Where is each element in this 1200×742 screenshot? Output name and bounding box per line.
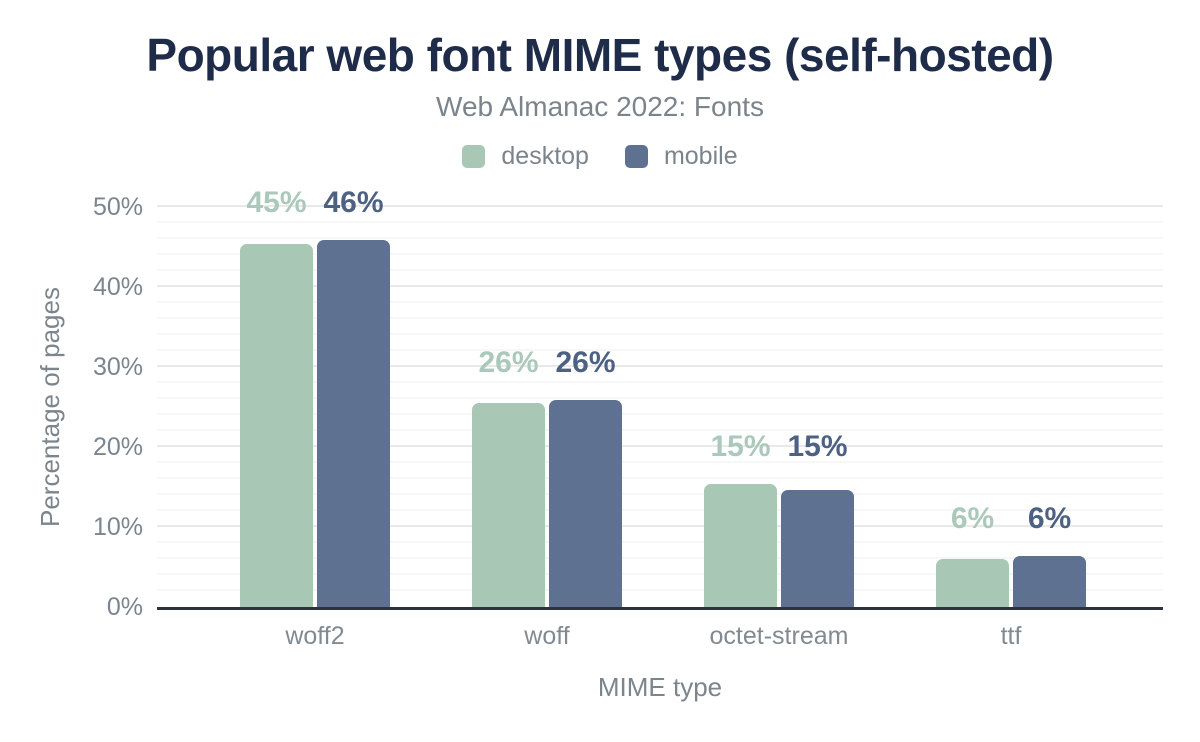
legend-swatch-desktop-icon — [462, 145, 486, 168]
legend-label-desktop: desktop — [501, 142, 589, 170]
plot-area: 45% 46% woff2 26% 26% woff 15% 15% octet-stream 6… — [157, 186, 1163, 650]
gridline-major — [157, 365, 1163, 367]
y-axis-tick-label: 50% — [92, 193, 143, 221]
legend-label-mobile: mobile — [663, 142, 738, 170]
bar-group-octet-stream: 15% 15% octet-stream — [663, 207, 895, 650]
x-axis-category-label-octet-stream: octet-stream — [709, 622, 849, 650]
bar-desktop-ttf[interactable]: 6% — [936, 502, 1009, 607]
bar-group-woff: 26% 26% woff — [431, 207, 663, 650]
gridline-major — [157, 205, 1163, 207]
bar-value-label-mobile-ttf: 6% — [1027, 501, 1072, 535]
gridline-minor — [157, 541, 1163, 543]
bar-mobile-woff2[interactable]: 46% — [317, 186, 390, 607]
gridline-minor — [157, 413, 1163, 415]
y-axis-tick-label: 10% — [92, 513, 143, 541]
gridline-minor — [157, 557, 1163, 559]
gridline-minor — [157, 237, 1163, 239]
gridline-minor — [157, 333, 1163, 335]
x-axis-title: MIME type — [597, 672, 723, 702]
y-axis-tick-label: 40% — [92, 273, 143, 301]
chart-title: Popular web font MIME types (self-hosted… — [146, 29, 1054, 81]
gridline-minor — [157, 493, 1163, 495]
bar-value-label-mobile-woff2: 46% — [323, 185, 384, 219]
bar-value-label-mobile-octet-stream: 15% — [787, 429, 848, 463]
x-axis-category-label-woff: woff — [524, 622, 570, 650]
gridline-minor — [157, 509, 1163, 511]
bar-value-label-desktop-ttf: 6% — [950, 501, 995, 535]
gridline-minor — [157, 253, 1163, 255]
chart-subtitle: Web Almanac 2022: Fonts — [436, 91, 764, 122]
gridline-minor — [157, 429, 1163, 431]
legend-item-desktop[interactable]: desktop — [462, 142, 589, 171]
bar-value-label-desktop-woff2: 45% — [246, 185, 307, 219]
gridline-minor — [157, 269, 1163, 271]
gridline-major — [157, 445, 1163, 447]
bar-desktop-woff[interactable]: 26% — [472, 346, 545, 607]
bar-value-label-desktop-octet-stream: 15% — [710, 429, 771, 463]
gridline-minor — [157, 349, 1163, 351]
bar-value-label-desktop-woff: 26% — [478, 345, 539, 379]
bar-value-label-mobile-woff: 26% — [555, 345, 616, 379]
bar-desktop-octet-stream[interactable]: 15% — [704, 430, 777, 607]
bar-desktop-woff2[interactable]: 45% — [240, 186, 313, 607]
gridline-minor — [157, 301, 1163, 303]
legend-item-mobile[interactable]: mobile — [624, 142, 738, 171]
bar-group-woff2: 45% 46% woff2 — [199, 186, 431, 650]
gridline-minor — [157, 381, 1163, 383]
gridline-major — [157, 525, 1163, 527]
legend: desktop mobile — [0, 142, 1200, 171]
y-axis-tick-label: 30% — [92, 353, 143, 381]
y-axis-tick-label: 0% — [106, 593, 143, 621]
bar-mobile-ttf[interactable]: 6% — [1013, 502, 1086, 607]
gridline-minor — [157, 573, 1163, 575]
legend-swatch-mobile-icon — [624, 145, 648, 168]
bar-group-ttf: 6% 6% ttf — [895, 207, 1127, 650]
x-axis-category-label-woff2: woff2 — [285, 622, 345, 650]
gridline-minor — [157, 461, 1163, 463]
gridline-minor — [157, 397, 1163, 399]
x-axis-category-label-ttf: ttf — [1000, 622, 1022, 650]
y-axis-tick-labels: 0% 10% 20% 30% 40% 50% — [0, 193, 143, 621]
bar-mobile-woff[interactable]: 26% — [549, 346, 622, 607]
gridline-major — [157, 285, 1163, 287]
gridline-minor — [157, 317, 1163, 319]
gridline-minor — [157, 477, 1163, 479]
y-axis-tick-label: 20% — [92, 433, 143, 461]
gridline-minor — [157, 221, 1163, 223]
bar-mobile-octet-stream[interactable]: 15% — [781, 430, 854, 607]
x-axis-line — [157, 607, 1163, 610]
gridline-minor — [157, 589, 1163, 591]
bar-groups: 45% 46% woff2 26% 26% woff 15% 15% octet-stream 6… — [199, 186, 1127, 650]
